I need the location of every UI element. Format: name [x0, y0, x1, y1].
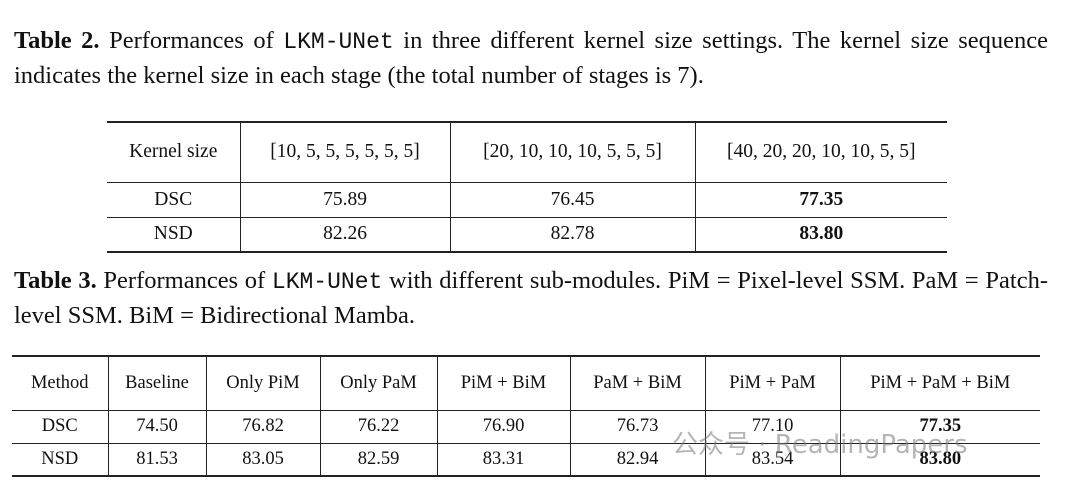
caption-text: Performances of: [103, 267, 266, 294]
table-cell: 77.10: [704, 410, 840, 444]
header-cell: [10, 5, 5, 5, 5, 5, 5]: [239, 122, 450, 183]
table-cell: 83.31: [436, 443, 570, 476]
table-cell: 82.94: [569, 443, 705, 476]
caption-label: Table 3.: [14, 267, 97, 294]
table-cell: DSC: [107, 182, 240, 218]
header-cell: Kernel size: [107, 122, 240, 183]
header-cell: Baseline: [107, 356, 206, 411]
table-row: Method Baseline Only PiM Only PaM PiM + BiM P…: [12, 356, 1040, 411]
table: Kernel size [10, 5, 5, 5, 5, 5, 5] [20, 10…: [107, 121, 947, 253]
caption-code: LKM-UNet: [283, 29, 394, 55]
table-cell: 83.54: [704, 443, 840, 476]
header-cell: PaM + BiM: [569, 356, 705, 411]
caption-text: with different sub-modules. PiM = Pixel-…: [14, 267, 1048, 329]
header-cell: Method: [12, 356, 108, 411]
header-cell: PiM + PaM + BiM: [839, 356, 1040, 411]
caption-label: Table 2.: [14, 27, 100, 54]
caption-text: Performances of: [109, 27, 274, 54]
table-row: DSC 74.50 76.82 76.22 76.90 76.73 77.10 77.35: [12, 410, 1040, 444]
table-cell: 76.73: [569, 410, 705, 444]
table-cell: 81.53: [107, 443, 206, 476]
table: Method Baseline Only PiM Only PaM PiM + BiM P…: [12, 355, 1040, 477]
table-row: NSD 82.26 82.78 83.80: [107, 217, 947, 252]
table-cell: 76.82: [205, 410, 320, 444]
watermark: 公众号 · ReadingPapers: [672, 430, 968, 460]
header-cell: PiM + BiM: [436, 356, 570, 411]
table-cell: 76.22: [319, 410, 437, 444]
table-cell: 82.26: [239, 217, 450, 252]
table-cell: 83.80: [839, 443, 1040, 476]
caption-code: LKM-UNet: [271, 269, 383, 295]
table-cell: 77.35: [694, 182, 947, 218]
table-caption: Table 2. Performances of LKM-UNet in thr…: [14, 24, 1048, 92]
table-cell: 75.89: [239, 182, 450, 218]
table-caption: Table 3. Performances of LKM-UNet with d…: [14, 264, 1048, 332]
table-cell: DSC: [12, 410, 108, 444]
table-cell: 83.05: [205, 443, 320, 476]
table-cell: 83.80: [694, 217, 947, 252]
table-cell: NSD: [41, 448, 79, 469]
header-cell: [40, 20, 20, 10, 10, 5, 5]: [694, 122, 947, 183]
caption-text: in three different kernel size settings.…: [14, 27, 1049, 89]
table-cell: 82.59: [319, 443, 437, 476]
header-cell: Only PaM: [319, 356, 437, 411]
table-cell: 82.78: [449, 217, 695, 252]
table-cell: NSD: [153, 223, 193, 245]
table-cell: 76.45: [449, 182, 695, 218]
header-cell: PiM + PaM: [704, 356, 840, 411]
table-row: NSD 81.53 83.05 82.59 83.31 82.94 83.54 83.80: [12, 443, 1040, 476]
table-row: Kernel size [10, 5, 5, 5, 5, 5, 5] [20, 10…: [107, 122, 947, 183]
table-row: DSC 75.89 76.45 77.35: [107, 182, 947, 218]
header-cell: Only PiM: [205, 356, 320, 411]
table-cell: 74.50: [107, 410, 206, 444]
table-cell: 76.90: [436, 410, 570, 444]
table-cell: 77.35: [839, 410, 1040, 444]
header-cell: [20, 10, 10, 10, 5, 5, 5]: [449, 122, 695, 183]
